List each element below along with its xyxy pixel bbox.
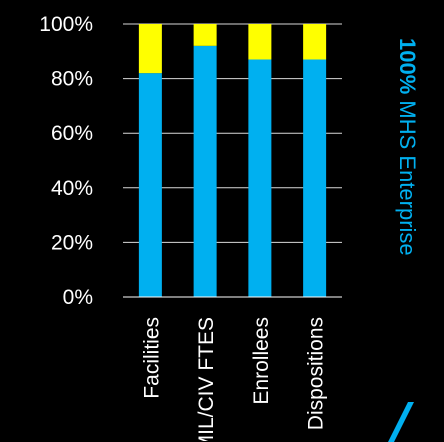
side-label-bold: 100%: [395, 38, 420, 94]
x-tick-label: Enrollees: [250, 317, 273, 405]
y-tick-label: 60%: [51, 122, 93, 145]
bar-segment: [138, 73, 162, 297]
bar-segment: [248, 59, 272, 297]
bar-segment: [193, 45, 217, 298]
y-tick-label: 20%: [51, 231, 93, 254]
y-tick-label: 0%: [63, 286, 93, 309]
side-label: 100% MHS Enterprise: [392, 38, 422, 388]
x-tick-label: Dispositions: [305, 317, 328, 430]
y-tick-label: 100%: [39, 13, 93, 36]
y-tick-label: 40%: [51, 177, 93, 200]
arrow-icon: [388, 402, 414, 442]
x-tick-label: Facilities: [140, 317, 163, 399]
bar-segment: [193, 24, 217, 46]
side-label-rest: MHS Enterprise: [395, 94, 420, 255]
y-tick-label: 80%: [51, 68, 93, 91]
side-label-text: 100% MHS Enterprise: [395, 38, 420, 256]
bar-segment: [248, 24, 272, 60]
bar-segment: [303, 59, 327, 297]
bar-segment: [138, 24, 162, 74]
bar-segment: [303, 24, 327, 60]
x-tick-label: MIL/CIV FTES: [195, 317, 218, 441]
